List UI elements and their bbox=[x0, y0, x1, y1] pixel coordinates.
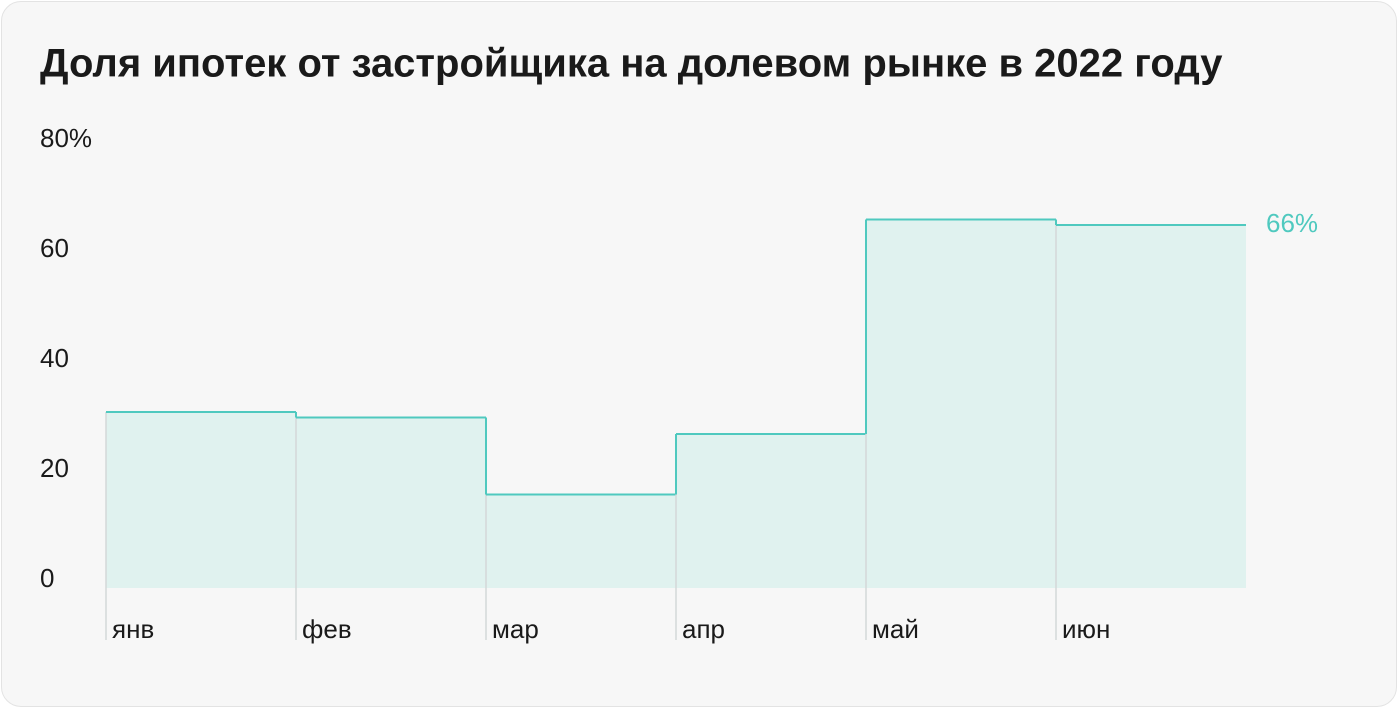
x-tick-label: мар bbox=[492, 614, 539, 644]
x-tick-label: янв bbox=[112, 614, 154, 644]
x-tick-label: июн bbox=[1062, 614, 1110, 644]
y-tick-label: 60 bbox=[40, 233, 69, 263]
y-tick-label: 20 bbox=[40, 453, 69, 483]
y-tick-label: 80% bbox=[40, 123, 92, 153]
chart-title: Доля ипотек от застройщика на долевом ры… bbox=[40, 42, 1223, 86]
area bbox=[676, 434, 866, 588]
y-tick-label: 0 bbox=[40, 563, 54, 593]
y-tick-label: 40 bbox=[40, 343, 69, 373]
area bbox=[296, 417, 486, 588]
area bbox=[866, 219, 1056, 588]
area bbox=[1056, 225, 1246, 588]
x-tick-label: апр bbox=[682, 614, 725, 644]
value-label: 66% bbox=[1266, 208, 1318, 238]
x-tick-label: фев bbox=[302, 614, 352, 644]
area bbox=[486, 494, 676, 588]
area bbox=[106, 412, 296, 588]
x-tick-label: май bbox=[872, 614, 919, 644]
